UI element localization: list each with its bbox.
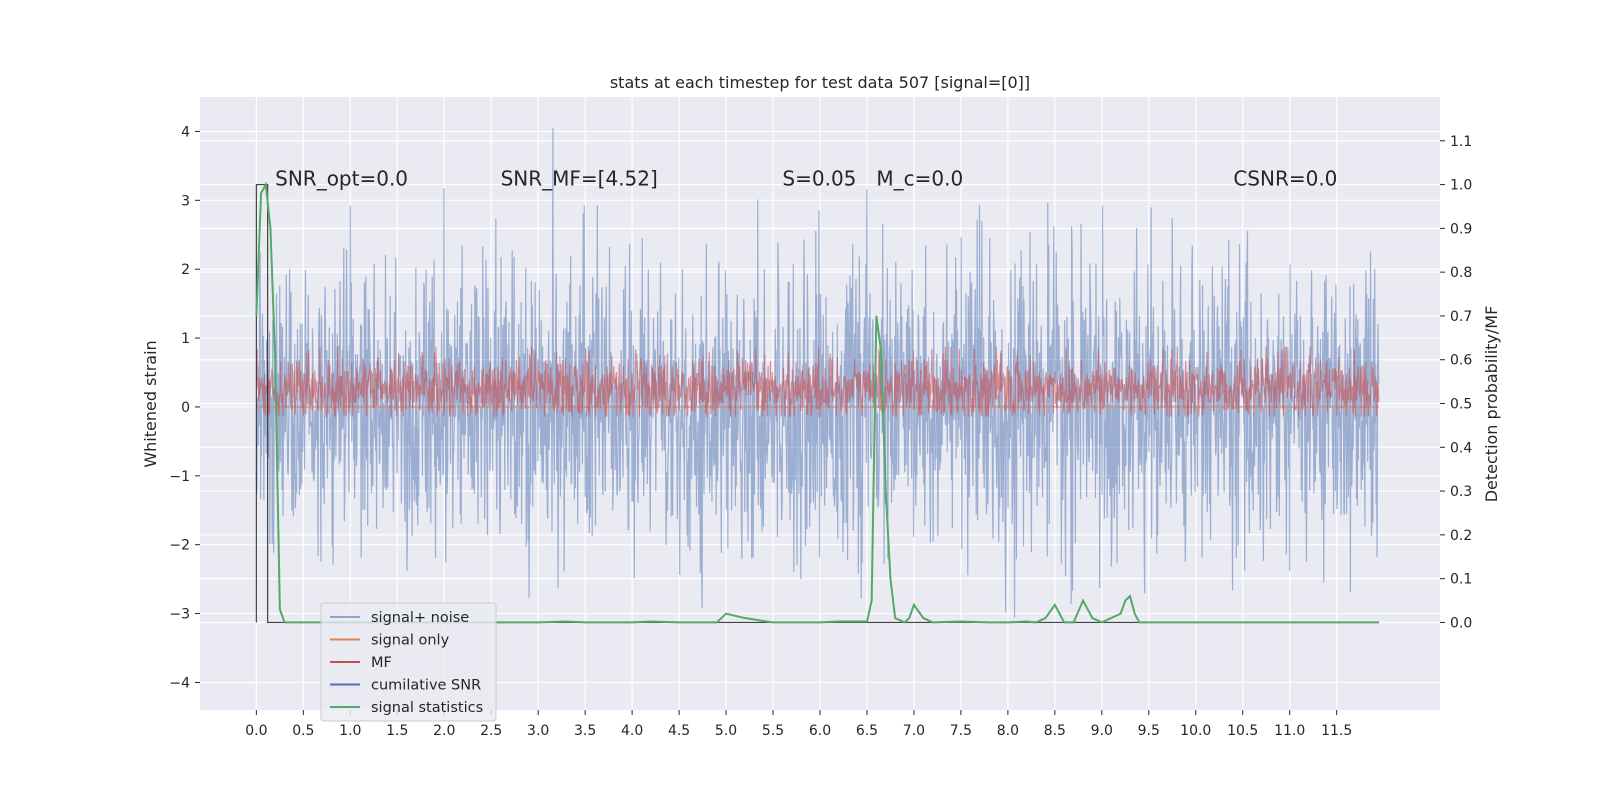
annotation-snr-mf: SNR_MF=[4.52] bbox=[501, 167, 658, 191]
x-tick-label: 8.0 bbox=[997, 723, 1019, 739]
x-tick-label: 1.5 bbox=[386, 723, 408, 739]
series-mf bbox=[255, 346, 1380, 418]
x-tick-label: 5.5 bbox=[762, 723, 784, 739]
y-left-tick-label: 0 bbox=[181, 400, 190, 416]
x-tick-label: 7.0 bbox=[903, 723, 925, 739]
x-tick-label: 7.5 bbox=[950, 723, 972, 739]
y-right-tick-label: 1.1 bbox=[1450, 134, 1472, 150]
x-tick-label: 8.5 bbox=[1044, 723, 1066, 739]
x-tick-label: 3.5 bbox=[574, 723, 596, 739]
x-tick-label: 6.0 bbox=[809, 723, 831, 739]
y-left-tick-label: −3 bbox=[169, 607, 190, 623]
y-left-tick-label: −1 bbox=[169, 469, 190, 485]
y-right-tick-label: 0.2 bbox=[1450, 528, 1472, 544]
x-tick-label: 2.0 bbox=[433, 723, 455, 739]
y-right-tick-label: 0.4 bbox=[1450, 440, 1472, 456]
annotation-csnr: CSNR=0.0 bbox=[1233, 167, 1337, 191]
y-right-tick-label: 0.0 bbox=[1450, 615, 1472, 631]
y-left-tick-label: 4 bbox=[181, 124, 190, 140]
annotation-snr-opt: SNR_opt=0.0 bbox=[275, 167, 408, 191]
y-left-tick-label: 3 bbox=[181, 193, 190, 209]
x-tick-label: 4.0 bbox=[621, 723, 643, 739]
annotation-s-stat: S=0.05 bbox=[782, 167, 856, 191]
y-left-tick-label: −4 bbox=[169, 675, 190, 691]
x-tick-label: 9.0 bbox=[1091, 723, 1113, 739]
x-tick-label: 10.5 bbox=[1227, 723, 1258, 739]
x-tick-label: 0.5 bbox=[292, 723, 314, 739]
x-tick-label: 11.0 bbox=[1274, 723, 1305, 739]
x-tick-label: 5.0 bbox=[715, 723, 737, 739]
y-axis-right-label: Detection probability/MF bbox=[1482, 306, 1501, 503]
annotations: SNR_opt=0.0 SNR_MF=[4.52] S=0.05 M_c=0.0 CSN… bbox=[275, 167, 1337, 191]
x-tick-label: 6.5 bbox=[856, 723, 878, 739]
x-tick-label: 2.5 bbox=[480, 723, 502, 739]
x-tick-label: 9.5 bbox=[1138, 723, 1160, 739]
chart-title: stats at each timestep for test data 507… bbox=[610, 73, 1030, 92]
y-right-tick-label: 0.3 bbox=[1450, 484, 1472, 500]
y-right-tick-label: 0.6 bbox=[1450, 353, 1472, 369]
y-axis-left-label: Whitened strain bbox=[141, 340, 160, 467]
legend-label: signal+ noise bbox=[371, 610, 469, 626]
legend-label: MF bbox=[371, 655, 392, 671]
y-right-tick-label: 0.8 bbox=[1450, 265, 1472, 281]
x-tick-label: 0.0 bbox=[245, 723, 267, 739]
legend: signal+ noise signal only MF cumilative SNR… bbox=[320, 602, 497, 722]
y-left-tick-label: 1 bbox=[181, 331, 190, 347]
x-tick-label: 11.5 bbox=[1321, 723, 1352, 739]
x-tick-label: 10.0 bbox=[1180, 723, 1211, 739]
x-tick-label: 4.5 bbox=[668, 723, 690, 739]
y-right-tick-label: 0.1 bbox=[1450, 572, 1472, 588]
y-right-tick-label: 0.7 bbox=[1450, 309, 1472, 325]
legend-label: signal statistics bbox=[371, 700, 483, 716]
legend-label: cumilative SNR bbox=[371, 678, 481, 694]
y-left-tick-label: −2 bbox=[169, 538, 190, 554]
y-left-tick-label: 2 bbox=[181, 262, 190, 278]
x-tick-label: 3.0 bbox=[527, 723, 549, 739]
legend-box bbox=[320, 602, 497, 722]
y-right-tick-label: 1.0 bbox=[1450, 178, 1472, 194]
legend-label: signal only bbox=[371, 633, 450, 649]
ticks: 0.0 0.5 1.0 1.5 2.0 2.5 3.0 3.5 4.0 4.5 5.0 5.5 6.0 6… bbox=[169, 124, 1472, 739]
y-right-tick-label: 0.9 bbox=[1450, 221, 1472, 237]
y-right-tick-label: 0.5 bbox=[1450, 397, 1472, 413]
x-tick-label: 1.0 bbox=[339, 723, 361, 739]
annotation-mc: M_c=0.0 bbox=[876, 167, 963, 191]
